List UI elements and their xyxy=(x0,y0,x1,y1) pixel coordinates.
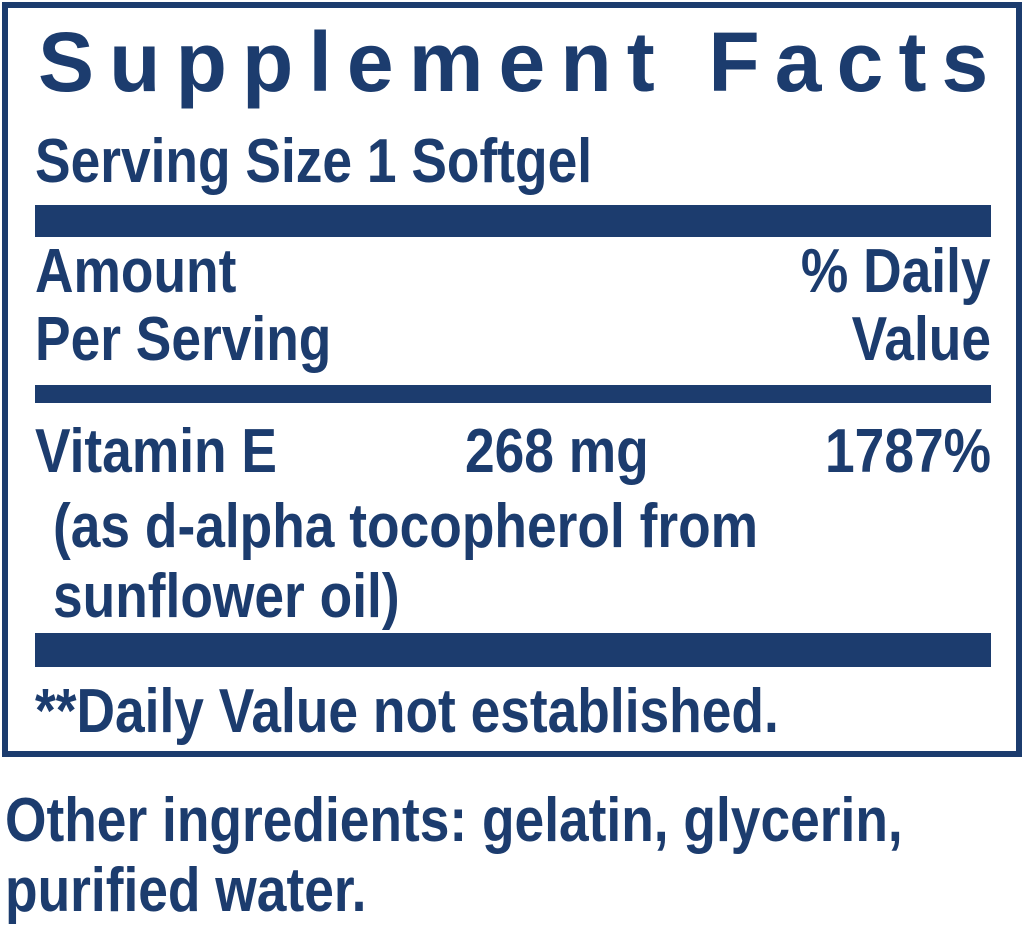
daily-value-header-line2: Value xyxy=(851,305,991,374)
nutrient-detail-line2: sunflower oil) xyxy=(53,562,400,631)
nutrient-detail-line1-wrap: (as d-alpha tocopherol from xyxy=(53,491,991,562)
other-ingredients: Other ingredients: gelatin, glycerin, pu… xyxy=(5,786,1015,926)
nutrient-row: Vitamin E 268 mg 1787% xyxy=(35,421,991,483)
nutrient-detail-line2-wrap: sunflower oil) xyxy=(53,561,991,632)
serving-size-text: Serving Size 1 Softgel xyxy=(35,127,593,196)
daily-value-header-line1: % Daily xyxy=(801,237,991,306)
nutrient-name: Vitamin E xyxy=(35,417,278,486)
divider-thick-top xyxy=(35,205,991,237)
nutrient-detail-line1: (as d-alpha tocopherol from xyxy=(53,492,759,561)
supplement-facts-panel: Supplement Facts Serving Size 1 Softgel … xyxy=(2,2,1022,757)
nutrient-amount: 268 mg xyxy=(465,417,650,486)
divider-thick-bottom xyxy=(35,633,991,667)
nutrient-daily-value: 1787% xyxy=(824,417,991,486)
other-ingredients-line2: purified water. xyxy=(5,856,367,925)
daily-value-footnote: **Daily Value not established. xyxy=(35,677,779,746)
footnote-wrap: **Daily Value not established. xyxy=(35,676,991,747)
amount-header-line1: Amount xyxy=(35,237,237,306)
serving-size-line: Serving Size 1 Softgel xyxy=(35,126,991,197)
daily-value-header: % Daily Value xyxy=(770,238,991,374)
panel-title: Supplement Facts xyxy=(38,15,1004,109)
amount-header-line2: Per Serving xyxy=(35,305,332,374)
other-ingredients-line1: Other ingredients: gelatin, glycerin, xyxy=(5,786,903,855)
divider-medium xyxy=(35,385,991,403)
column-header-row: Amount Per Serving % Daily Value xyxy=(35,238,991,374)
amount-per-serving-header: Amount Per Serving xyxy=(35,238,380,374)
